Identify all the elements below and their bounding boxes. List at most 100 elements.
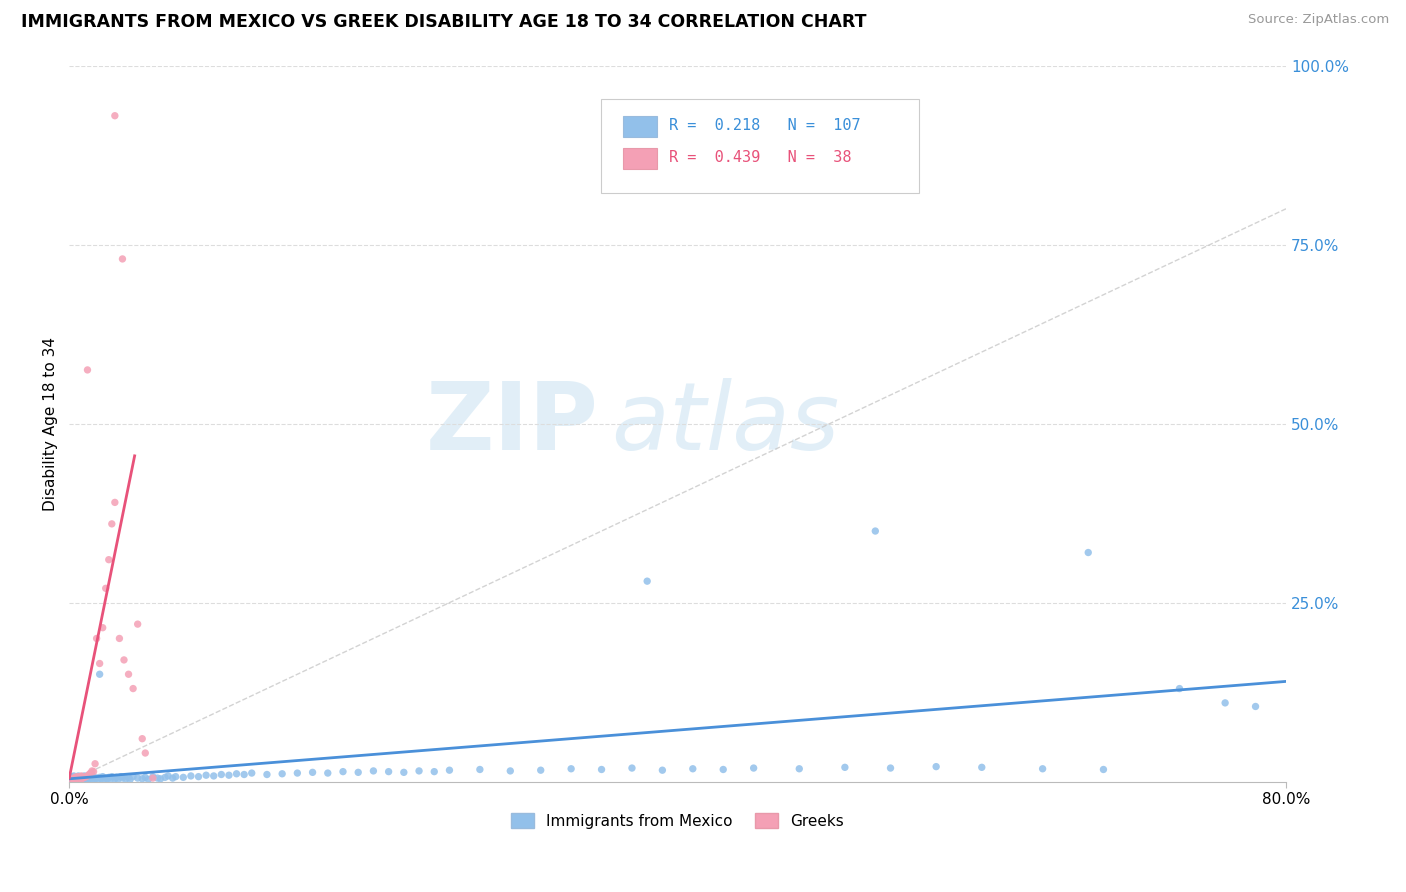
Point bbox=[107, 772, 129, 787]
Point bbox=[104, 772, 127, 786]
Point bbox=[101, 770, 124, 784]
Point bbox=[60, 772, 83, 786]
Point bbox=[423, 764, 446, 779]
Point bbox=[225, 766, 247, 780]
Point bbox=[67, 770, 90, 784]
Point bbox=[65, 772, 87, 786]
Point bbox=[1032, 762, 1054, 776]
Text: IMMIGRANTS FROM MEXICO VS GREEK DISABILITY AGE 18 TO 34 CORRELATION CHART: IMMIGRANTS FROM MEXICO VS GREEK DISABILI… bbox=[21, 13, 866, 31]
Point bbox=[165, 770, 187, 784]
Point bbox=[1092, 763, 1115, 777]
Point bbox=[111, 771, 134, 785]
Point bbox=[256, 767, 278, 781]
Point bbox=[142, 771, 165, 785]
Point bbox=[59, 772, 82, 787]
Point bbox=[73, 770, 96, 784]
Point bbox=[69, 770, 91, 784]
Legend: Immigrants from Mexico, Greeks: Immigrants from Mexico, Greeks bbox=[505, 806, 851, 835]
Point bbox=[134, 746, 156, 760]
Text: atlas: atlas bbox=[610, 378, 839, 469]
Point bbox=[89, 770, 111, 784]
Point bbox=[117, 770, 139, 784]
Point bbox=[636, 574, 658, 589]
Text: R =  0.439   N =  38: R = 0.439 N = 38 bbox=[669, 150, 852, 165]
Point bbox=[89, 667, 111, 681]
Point bbox=[301, 765, 323, 780]
Point bbox=[62, 771, 84, 785]
Point bbox=[66, 772, 89, 786]
Point bbox=[499, 764, 522, 778]
Point bbox=[83, 764, 105, 779]
Point bbox=[218, 768, 240, 782]
Point bbox=[86, 632, 108, 646]
Point bbox=[970, 760, 993, 774]
Point bbox=[98, 772, 121, 787]
Point bbox=[136, 772, 159, 787]
Point bbox=[79, 766, 101, 780]
Point bbox=[91, 621, 114, 635]
Point bbox=[127, 617, 149, 632]
Point bbox=[925, 759, 948, 773]
Point bbox=[70, 772, 93, 786]
Point bbox=[408, 764, 430, 778]
Point bbox=[134, 770, 156, 784]
Point bbox=[65, 772, 87, 787]
Point bbox=[131, 772, 153, 786]
Point bbox=[834, 760, 856, 774]
Point bbox=[468, 763, 491, 777]
Point bbox=[73, 769, 96, 783]
Point bbox=[162, 771, 184, 785]
Point bbox=[172, 770, 194, 784]
Point bbox=[108, 632, 131, 646]
Point bbox=[377, 764, 399, 779]
Point bbox=[76, 363, 98, 377]
Point bbox=[530, 763, 553, 777]
Point bbox=[65, 770, 87, 784]
Point bbox=[114, 772, 136, 786]
Point bbox=[75, 770, 97, 784]
Point bbox=[69, 771, 91, 785]
Point bbox=[90, 772, 112, 786]
Point bbox=[742, 761, 765, 775]
Point bbox=[560, 762, 582, 776]
Point bbox=[93, 772, 115, 787]
Point bbox=[711, 763, 734, 777]
Point bbox=[84, 772, 107, 786]
Point bbox=[1244, 699, 1267, 714]
Point bbox=[127, 771, 149, 785]
Point bbox=[67, 772, 90, 787]
Point bbox=[66, 770, 89, 784]
Point bbox=[316, 766, 339, 780]
Point bbox=[65, 770, 87, 784]
Point bbox=[67, 769, 90, 783]
Text: R =  0.218   N =  107: R = 0.218 N = 107 bbox=[669, 118, 860, 133]
Point bbox=[96, 772, 118, 786]
Point bbox=[72, 772, 94, 786]
Point bbox=[332, 764, 354, 779]
Point bbox=[187, 770, 209, 784]
Point bbox=[77, 767, 100, 781]
Point bbox=[97, 552, 120, 566]
Point bbox=[110, 770, 132, 784]
Point bbox=[72, 771, 94, 785]
Point bbox=[233, 767, 256, 781]
Point bbox=[142, 770, 165, 784]
Point bbox=[1077, 545, 1099, 559]
Point bbox=[149, 772, 172, 786]
Point bbox=[62, 769, 84, 783]
Point bbox=[101, 516, 124, 531]
Point bbox=[70, 772, 93, 787]
Point bbox=[89, 657, 111, 671]
Point bbox=[77, 771, 100, 785]
Point bbox=[195, 768, 218, 782]
Point bbox=[111, 252, 134, 266]
Point bbox=[87, 772, 110, 787]
Point bbox=[84, 756, 107, 771]
FancyBboxPatch shape bbox=[623, 148, 657, 169]
Point bbox=[66, 770, 89, 784]
Point bbox=[73, 772, 96, 787]
Y-axis label: Disability Age 18 to 34: Disability Age 18 to 34 bbox=[44, 336, 58, 510]
Point bbox=[75, 770, 97, 784]
FancyBboxPatch shape bbox=[600, 99, 918, 193]
Point bbox=[80, 764, 103, 778]
